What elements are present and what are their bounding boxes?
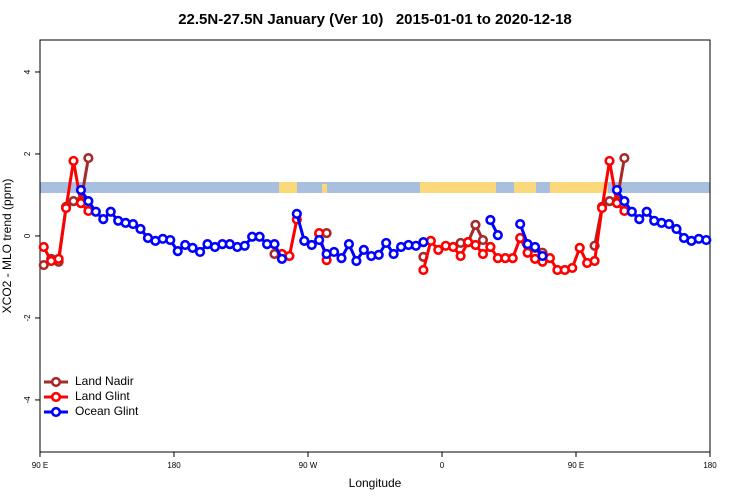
point — [522, 247, 533, 258]
point — [619, 196, 630, 207]
point — [701, 234, 712, 246]
point — [574, 242, 585, 253]
point — [448, 241, 459, 253]
point — [515, 218, 526, 230]
point — [68, 155, 79, 167]
x-tick-label: 90 E — [568, 461, 584, 470]
legend-marker — [50, 376, 62, 388]
point — [470, 219, 481, 230]
point — [634, 214, 645, 225]
point — [165, 234, 176, 246]
series — [75, 184, 712, 267]
y-axis-label: XCO2 - MLO trend (ppm) — [0, 179, 14, 314]
point — [194, 246, 206, 258]
point — [127, 218, 139, 230]
point — [418, 264, 429, 276]
point — [433, 244, 444, 255]
point — [455, 250, 466, 262]
point — [537, 250, 548, 262]
point — [373, 249, 384, 260]
point — [626, 206, 637, 217]
point — [172, 246, 183, 257]
point — [60, 202, 72, 214]
point — [239, 240, 250, 251]
x-tick-label: 180 — [167, 461, 181, 470]
point — [98, 214, 109, 225]
point — [135, 223, 146, 235]
chart-title: 22.5N-27.5N January (Ver 10) 2015-01-01 … — [178, 11, 572, 28]
point — [619, 152, 630, 164]
y-tick-label: 0 — [23, 233, 32, 238]
point — [381, 237, 392, 249]
point — [611, 184, 623, 196]
x-tick-label: 180 — [703, 461, 717, 470]
y-tick-label: -4 — [23, 396, 32, 404]
point — [485, 214, 496, 226]
legend-marker — [50, 406, 62, 418]
plot-frame — [39, 39, 711, 453]
point — [470, 239, 481, 251]
x-tick-label: 90 E — [32, 461, 48, 470]
ocean-strip — [40, 182, 710, 193]
point — [477, 248, 489, 260]
land-strip — [550, 182, 608, 193]
point — [38, 241, 49, 253]
point — [291, 208, 302, 219]
point — [589, 255, 600, 267]
land-strip — [322, 184, 327, 193]
point — [604, 155, 615, 167]
point — [671, 223, 682, 235]
point — [529, 241, 541, 253]
point — [328, 246, 340, 258]
y-tick-label: -2 — [23, 314, 32, 322]
point — [53, 253, 64, 265]
point — [299, 235, 310, 246]
point — [507, 252, 518, 264]
y-tick-label: 4 — [23, 69, 32, 74]
point — [276, 253, 288, 265]
point — [492, 230, 503, 241]
point — [90, 206, 101, 217]
point — [418, 237, 429, 248]
point — [351, 255, 362, 267]
point — [254, 231, 265, 242]
x-tick-label: 0 — [440, 461, 445, 470]
point — [269, 239, 280, 250]
legend-label: Land Glint — [75, 389, 130, 403]
point — [83, 152, 94, 164]
point — [388, 248, 399, 260]
point — [410, 240, 422, 251]
legend-label: Land Nadir — [75, 374, 134, 388]
point — [596, 202, 608, 214]
point — [477, 234, 489, 246]
point — [187, 242, 198, 253]
point — [343, 239, 355, 250]
point — [485, 241, 496, 253]
point — [358, 244, 369, 255]
point — [75, 184, 87, 196]
point — [38, 259, 49, 271]
x-tick-label: 90 W — [299, 461, 318, 470]
land-strip — [420, 182, 496, 193]
point — [105, 206, 116, 217]
point — [641, 206, 652, 217]
legend-marker — [50, 391, 62, 403]
legend-label: Ocean Glint — [75, 404, 139, 418]
x-axis-label: Longitude — [349, 476, 402, 490]
point — [306, 239, 317, 251]
point — [314, 234, 325, 246]
map-band — [40, 182, 710, 193]
point — [663, 218, 675, 230]
point — [336, 252, 347, 264]
land-strip — [514, 182, 536, 193]
point — [83, 196, 94, 207]
land-strip — [279, 182, 297, 193]
y-tick-label: 2 — [23, 151, 32, 156]
point — [567, 262, 578, 274]
